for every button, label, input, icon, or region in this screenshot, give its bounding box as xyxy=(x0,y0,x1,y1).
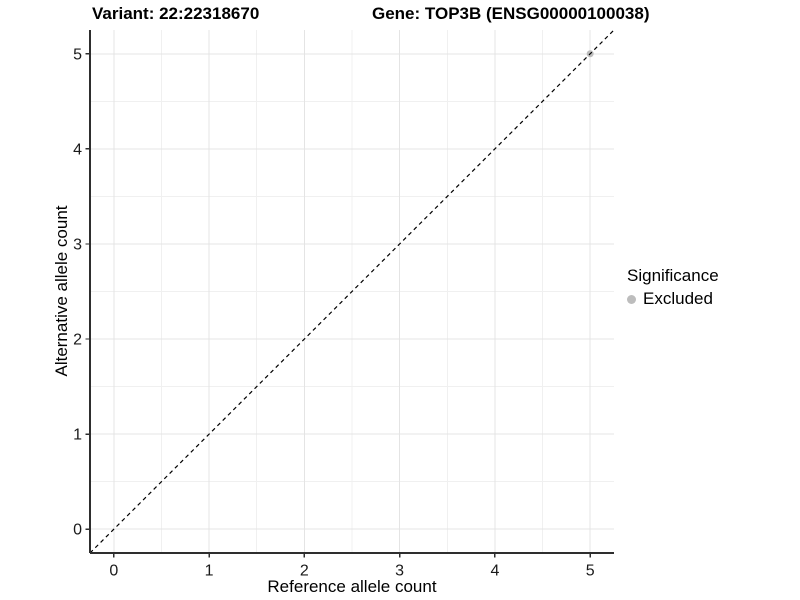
svg-text:5: 5 xyxy=(73,46,82,63)
tick-marks xyxy=(85,53,591,558)
x-axis-title: Reference allele count xyxy=(267,577,437,596)
svg-text:3: 3 xyxy=(395,563,404,580)
svg-text:2: 2 xyxy=(73,332,82,349)
y-tick-labels: 0 1 2 3 4 5 xyxy=(73,46,82,538)
svg-text:3: 3 xyxy=(73,236,82,253)
legend-title: Significance xyxy=(627,266,719,285)
svg-text:0: 0 xyxy=(109,563,118,580)
svg-text:2: 2 xyxy=(300,563,309,580)
svg-text:4: 4 xyxy=(73,141,82,158)
major-gridlines xyxy=(90,30,614,553)
plot-title-variant: Variant: 22:22318670 xyxy=(92,4,260,23)
svg-text:5: 5 xyxy=(586,563,595,580)
axis-lines xyxy=(89,30,614,554)
legend-dot-icon xyxy=(627,294,636,304)
y-axis-title: Alternative allele count xyxy=(52,205,71,377)
legend-item-excluded: Excluded xyxy=(627,289,719,309)
legend: Significance Excluded xyxy=(627,266,719,309)
legend-item-label: Excluded xyxy=(643,289,713,308)
svg-text:1: 1 xyxy=(73,427,82,444)
minor-gridlines xyxy=(90,30,614,553)
x-tick-labels: 0 1 2 3 4 5 xyxy=(109,563,594,580)
svg-text:4: 4 xyxy=(490,563,499,580)
identity-reference-line xyxy=(89,29,615,554)
svg-text:1: 1 xyxy=(205,563,214,580)
svg-text:0: 0 xyxy=(73,522,82,539)
plot-title-gene: Gene: TOP3B (ENSG00000100038) xyxy=(372,4,650,23)
